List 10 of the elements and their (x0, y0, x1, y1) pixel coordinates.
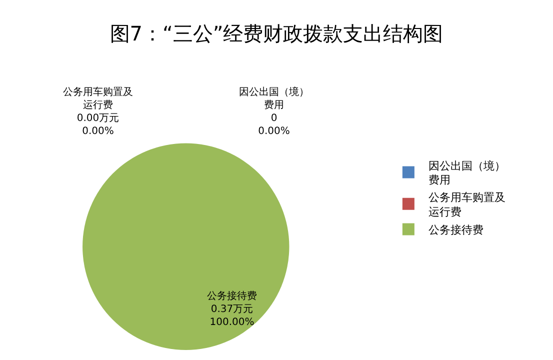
chart-title: 图7：“三公”经费财政拨款支出结构图 (110, 21, 444, 46)
category-label: 公务用车购置及运行费 (63, 87, 133, 111)
text: 0 0.00% (258, 113, 290, 137)
slice-label: 公务接待费 (207, 290, 257, 302)
category-label: 因公出国（境）费用 (239, 87, 309, 111)
data-label: 0.37万元 100.00% (210, 304, 254, 328)
legend-label: 公务用车购置及运行费 (428, 191, 506, 218)
text: 0.00万元 0.00% (76, 113, 120, 137)
legend-label: 公务接待费 (428, 223, 484, 236)
legend-label: 因公出国（境）费用 (428, 159, 506, 187)
